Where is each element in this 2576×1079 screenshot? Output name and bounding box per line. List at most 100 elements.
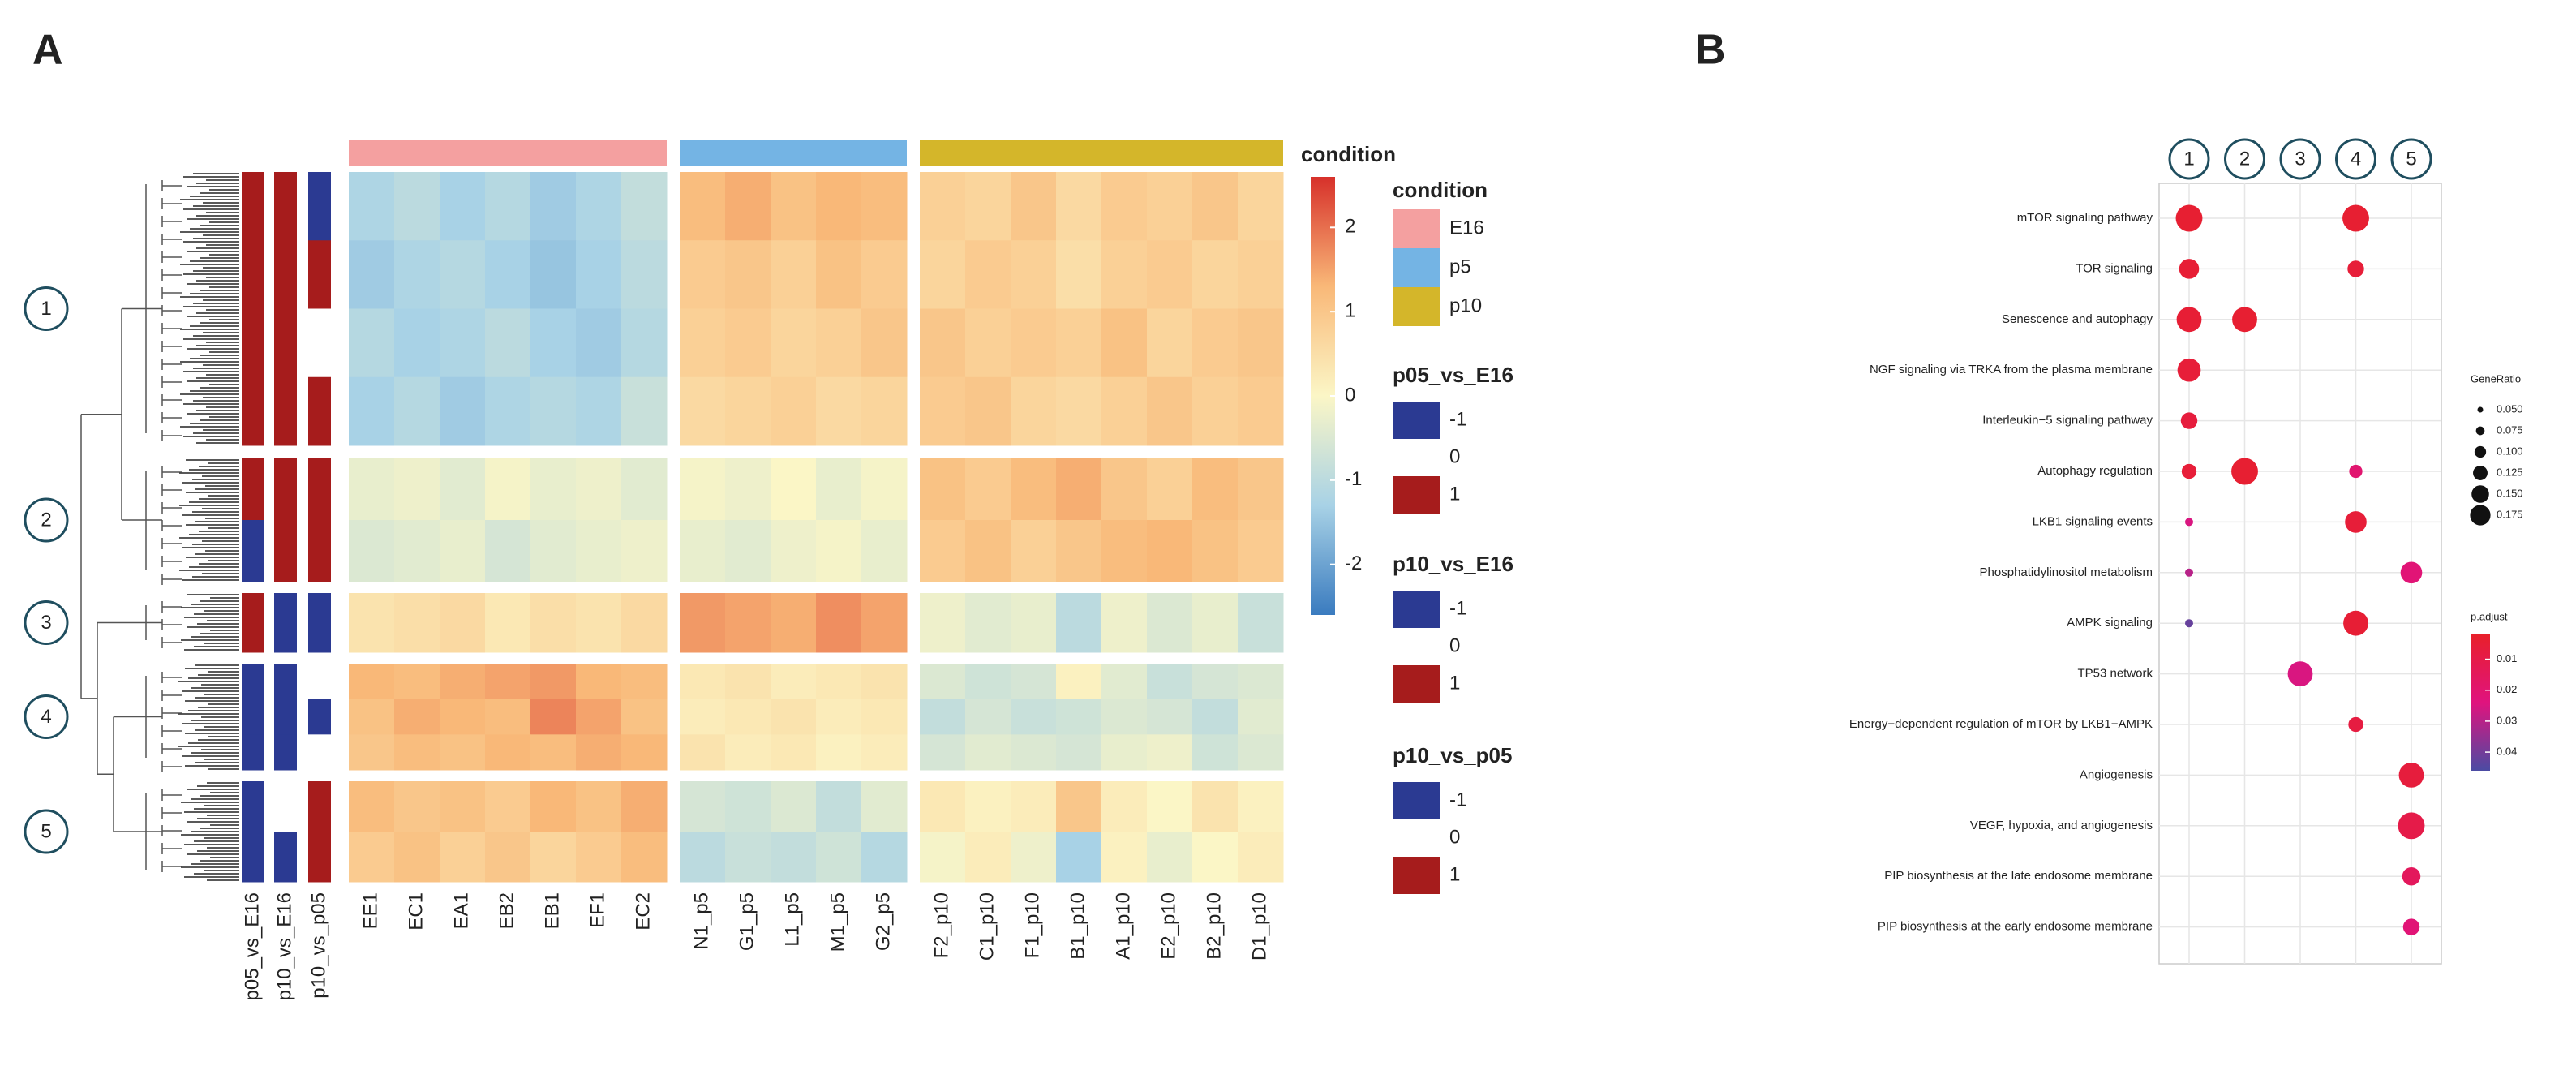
annotation-cell <box>308 376 331 446</box>
heatmap-cell <box>725 240 771 309</box>
dot <box>2398 812 2425 840</box>
dot <box>2402 866 2421 886</box>
heatmap-cell <box>816 458 862 521</box>
panel-label: B <box>1695 27 1726 74</box>
dendrogram-branch <box>161 484 182 496</box>
heatmap-cell <box>530 458 577 521</box>
heatmap-cell <box>1238 172 1284 241</box>
heatmap-cell <box>394 781 440 832</box>
heatmap-cell <box>816 781 862 832</box>
heatmap-cell <box>861 376 908 446</box>
dendrogram-branch <box>161 234 182 245</box>
heatmap-cell <box>485 781 531 832</box>
dot <box>2400 561 2423 584</box>
heatmap-cell <box>725 172 771 241</box>
column-label: EB1 <box>541 892 563 929</box>
y-tick-label: mTOR signaling pathway <box>2017 211 2153 225</box>
heatmap-cell <box>725 832 771 883</box>
heatmap-cell <box>349 172 395 241</box>
heatmap-cell <box>1238 832 1284 883</box>
annotation-cell <box>242 699 264 735</box>
heatmap-cell <box>485 376 531 446</box>
heatmap-cell <box>1011 734 1057 771</box>
legend-label: 0.150 <box>2497 487 2523 499</box>
heatmap-cell <box>965 458 1011 521</box>
column-label: EC2 <box>632 892 654 931</box>
heatmap-cell <box>1147 664 1193 700</box>
heatmap-cell <box>1238 520 1284 582</box>
heatmap-cell <box>1101 240 1148 309</box>
heatmap-cell <box>1011 240 1057 309</box>
dendrogram-branch <box>161 556 182 567</box>
heatmap-cell <box>725 376 771 446</box>
heatmap-cell <box>394 376 440 446</box>
dot <box>2398 763 2424 788</box>
heatmap-cell <box>440 664 486 700</box>
heatmap-cell <box>576 664 622 700</box>
legend-title: p.adjust <box>2471 610 2508 622</box>
heatmap-cell <box>576 520 622 582</box>
heatmap-cell <box>1101 734 1148 771</box>
heatmap-cell <box>771 376 817 446</box>
annotation-cell <box>242 172 264 241</box>
heatmap-cell <box>771 832 817 883</box>
legend-swatch <box>1393 439 1440 476</box>
heatmap-cell <box>680 699 726 735</box>
legend-label: -1 <box>1449 408 1466 430</box>
legend-title: p10_vs_p05 <box>1393 743 1512 767</box>
dot <box>2231 458 2258 485</box>
legend-dot <box>2475 426 2485 436</box>
annotation-cell <box>242 832 264 883</box>
heatmap-cell <box>816 520 862 582</box>
heatmap-cell <box>816 664 862 700</box>
heatmap-cell <box>621 520 668 582</box>
heatmap-cell <box>1011 308 1057 378</box>
annotation-cell <box>242 593 264 653</box>
heatmap-cell <box>530 376 577 446</box>
heatmap-cell <box>1011 832 1057 883</box>
y-tick-label: PIP biosynthesis at the early endosome m… <box>1878 920 2153 934</box>
dendrogram-branch <box>161 430 182 441</box>
annotation-cell <box>242 458 264 521</box>
heatmap-cell <box>861 664 908 700</box>
annotation-label: p10_vs_p05 <box>307 892 329 999</box>
heatmap-cell <box>1192 376 1239 446</box>
dendrogram-branch <box>161 376 182 388</box>
legend-swatch <box>1393 591 1440 628</box>
heatmap-cell <box>725 458 771 521</box>
column-label: EB2 <box>496 892 517 929</box>
heatmap-cell <box>680 734 726 771</box>
column-label: E2_p10 <box>1157 892 1179 960</box>
annotation-cell <box>308 172 331 241</box>
cluster-badge <box>24 600 69 645</box>
heatmap-cell <box>771 699 817 735</box>
column-label: B2_p10 <box>1203 892 1225 960</box>
heatmap-cell <box>965 664 1011 700</box>
heatmap-cell <box>861 781 908 832</box>
column-label: D1_p10 <box>1248 892 1270 961</box>
heatmap-cell <box>1101 520 1148 582</box>
legend-title: condition <box>1393 178 1488 202</box>
cluster-badge <box>24 809 69 854</box>
annotation-cell <box>274 832 297 883</box>
heatmap-cell <box>530 520 577 582</box>
heatmap-cell <box>621 734 668 771</box>
heatmap-cell <box>1056 664 1102 700</box>
heatmap-cell <box>394 832 440 883</box>
heatmap-cell <box>1101 699 1148 735</box>
heatmap-cell <box>1238 664 1284 700</box>
heatmap-cell <box>440 172 486 241</box>
heatmap-cell <box>680 240 726 309</box>
heatmap-cell <box>965 376 1011 446</box>
heatmap-cell <box>725 664 771 700</box>
heatmap-cell <box>965 699 1011 735</box>
column-label: G2_p5 <box>872 892 894 951</box>
heatmap-cell <box>680 458 726 521</box>
heatmap-cell <box>680 308 726 378</box>
heatmap-cell <box>394 699 440 735</box>
heatmap-cell <box>1147 376 1193 446</box>
heatmap-cell <box>725 308 771 378</box>
legend-title: p10_vs_E16 <box>1393 552 1513 576</box>
annotation-cell <box>274 781 297 832</box>
heatmap-cell <box>621 376 668 446</box>
